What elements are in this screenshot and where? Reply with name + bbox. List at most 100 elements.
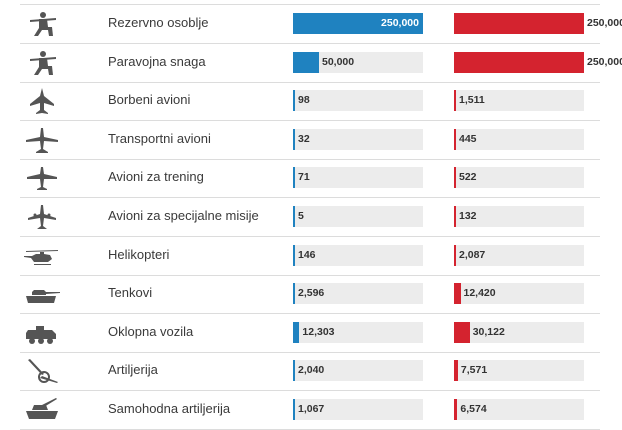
left-value-label: 12,303	[302, 325, 335, 338]
right-bar-track: 12,420	[454, 283, 584, 305]
table-row: Oklopna vozila 12,303 30,122	[20, 314, 600, 353]
right-bar	[454, 90, 456, 112]
table-row: Helikopteri 146 2,087	[20, 237, 600, 276]
category-label: Tenkovi	[108, 285, 153, 301]
right-value-label: 445	[459, 132, 477, 145]
left-bar-track: 146	[293, 244, 423, 266]
left-bar-track: 5	[293, 206, 423, 227]
category-label: Borbeni avioni	[108, 92, 191, 108]
left-bar-track: 2,596	[293, 283, 423, 305]
left-value-label: 5	[298, 210, 304, 222]
category-label: Helikopteri	[108, 246, 170, 262]
table-row: Artiljerija 2,040 7,571	[20, 352, 600, 392]
category-label: Samohodna artiljerija	[108, 401, 231, 416]
right-value-label: 12,420	[463, 287, 496, 300]
left-value-label: 98	[298, 94, 310, 107]
special-mission-plane-icon	[22, 202, 62, 232]
table-row: Avioni za trening 71 522	[20, 159, 600, 199]
left-value-label: 71	[298, 171, 310, 184]
table-row: Samohodna artiljerija 1,067 6,574	[20, 391, 600, 430]
right-bar-track: 1,511	[454, 90, 584, 112]
table-row: Rezervno osoblje 250,000 250,000	[20, 5, 622, 44]
category-label: Avioni za trening	[108, 169, 204, 185]
right-bar-track: 132	[454, 206, 584, 227]
right-bar-track: 6,574	[454, 399, 584, 420]
left-value-label: 146	[298, 248, 316, 261]
category-label: Transportni avioni	[108, 130, 211, 146]
left-bar	[293, 283, 295, 305]
left-bar-track: 250,000	[293, 13, 423, 34]
left-bar-track: 32	[293, 128, 423, 150]
right-bar	[454, 283, 461, 305]
right-bar-track: 2,087	[454, 244, 584, 266]
right-bar-track: 522	[454, 167, 584, 189]
right-bar	[454, 128, 456, 150]
fighter-jet-icon	[22, 86, 62, 116]
kneeling-soldier-icon	[22, 48, 62, 78]
left-value-label: 2,596	[298, 287, 325, 300]
trainer-plane-icon	[22, 163, 62, 193]
right-bar-track: 7,571	[454, 360, 584, 382]
right-bar	[454, 206, 456, 227]
left-bar-track: 1,067	[293, 399, 423, 420]
right-bar-track: 250,000	[454, 13, 622, 34]
table-row: Tenkovi 2,596 12,420	[20, 275, 600, 315]
right-bar	[454, 167, 456, 189]
right-value-label: 30,122	[472, 325, 505, 338]
left-value-label: 2,040	[298, 364, 325, 377]
right-bar-track: 250,000	[454, 51, 622, 73]
category-label: Oklopna vozila	[108, 323, 194, 339]
left-value-label: 50,000	[322, 55, 355, 68]
left-bar	[293, 360, 295, 382]
artillery-icon	[22, 356, 62, 386]
table-row: Borbeni avioni 98 1,511	[20, 82, 600, 122]
right-bar	[454, 13, 584, 34]
right-bar-track: 30,122	[454, 321, 584, 343]
top-divider	[20, 4, 600, 5]
armored-vehicle-icon	[22, 318, 62, 348]
left-value-label: 1,067	[298, 403, 325, 415]
left-bar-track: 71	[293, 167, 423, 189]
right-value-label: 1,511	[459, 94, 485, 107]
right-value-label: 250,000	[587, 55, 622, 68]
table-row: Avioni za specijalne misije 5 132	[20, 198, 600, 237]
left-bar	[293, 90, 295, 112]
left-value-label: 250,000	[381, 17, 419, 29]
right-bar	[454, 360, 458, 382]
self-propelled-artillery-icon	[22, 395, 62, 425]
right-value-label: 6,574	[460, 403, 487, 415]
right-value-label: 7,571	[460, 364, 488, 377]
left-bar-track: 2,040	[293, 360, 423, 382]
category-label: Avioni za specijalne misije	[108, 208, 259, 223]
right-bar	[454, 321, 470, 343]
category-label: Paravojna snaga	[108, 53, 206, 69]
right-value-label: 250,000	[587, 17, 622, 29]
left-bar-track: 98	[293, 90, 423, 112]
left-bar	[293, 321, 300, 343]
category-label: Artiljerija	[108, 362, 158, 378]
right-value-label: 522	[459, 171, 477, 184]
table-row: Paravojna snaga 50,000 250,000	[20, 44, 622, 83]
transport-plane-icon	[22, 125, 62, 155]
kneeling-soldier-icon	[22, 9, 62, 39]
left-bar	[293, 244, 295, 266]
right-bar	[454, 51, 584, 73]
comparison-table: Rezervno osoblje 250,000 250,000 Paravojna …	[20, 4, 622, 430]
left-bar	[293, 206, 295, 227]
helicopter-icon	[22, 241, 62, 271]
table-row: Transportni avioni 32 445	[20, 121, 600, 160]
left-bar-track: 12,303	[293, 321, 423, 343]
right-bar-track: 445	[454, 128, 584, 150]
left-bar	[293, 167, 295, 189]
left-value-label: 32	[298, 132, 310, 145]
left-bar	[293, 399, 295, 420]
category-label: Rezervno osoblje	[108, 15, 209, 30]
right-bar	[454, 244, 456, 266]
tank-icon	[22, 279, 62, 309]
left-bar	[293, 128, 295, 150]
left-bar	[293, 13, 423, 34]
left-bar	[293, 51, 319, 73]
left-bar-track: 50,000	[293, 51, 423, 73]
right-value-label: 132	[459, 210, 477, 222]
right-value-label: 2,087	[459, 248, 486, 261]
